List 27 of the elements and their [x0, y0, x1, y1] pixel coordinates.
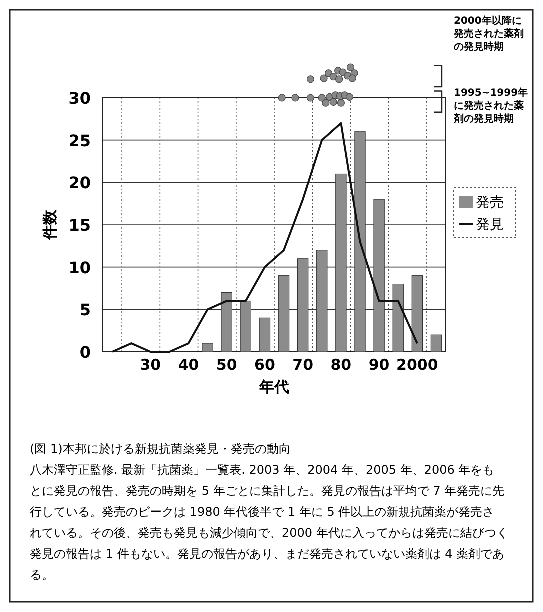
line-series	[112, 122, 418, 353]
y-tick-label: 15	[68, 216, 91, 235]
x-tick-label: 90	[368, 356, 390, 374]
y-axis-title: 件数	[41, 209, 59, 241]
y-tick-label: 5	[80, 300, 91, 320]
x-tick-label: 70	[292, 356, 314, 374]
bar	[202, 343, 214, 352]
bar	[259, 318, 271, 352]
y-tick-label: 20	[68, 174, 91, 193]
bar	[430, 334, 442, 352]
text: 2000年以降に発売された薬剤の発見時期	[453, 15, 524, 53]
x-tick-label: 50	[216, 356, 238, 374]
text: 1995~1999年に発売された薬剤の発見時期	[453, 87, 528, 125]
x-tick-label: 40	[178, 356, 200, 374]
x-tick-label: 2000	[396, 356, 438, 374]
y-tick-label: 10	[68, 258, 91, 278]
x-axis-title: 年代	[258, 378, 290, 396]
text: 八木澤守正監修. 最新「抗菌薬」一覧表. 2003 年、2004 年、2005 年、2006 年をもとに発見の報告、発売の時期を 5 年ごとに集計した。発見の報告は平均で 7 年発売に先行している。発売のピークは 1980 年代後半で 1 年に 5 件以上の新規抗菌薬が発売されている。その後、発売も発見も減少傾向で、2000 年代に入ってからは発売に結びつく発見の報告は 1 件もない。発見の報告があり、まだ発売されていない薬剤は 4 薬剤である。	[30, 463, 508, 582]
legend-label: 発見	[476, 217, 504, 233]
legend-label: 発売	[476, 195, 504, 211]
y-tick-label: 0	[80, 343, 91, 362]
x-tick-label: 60	[254, 356, 276, 374]
x-tick-label: 30	[140, 356, 162, 374]
x-tick-label: 80	[330, 356, 352, 374]
y-tick-label: 30	[68, 89, 91, 108]
y-tick-label: 25	[68, 131, 91, 150]
text: (図 1)本邦に於ける新規抗菌薬発見・発売の動向	[30, 442, 291, 456]
